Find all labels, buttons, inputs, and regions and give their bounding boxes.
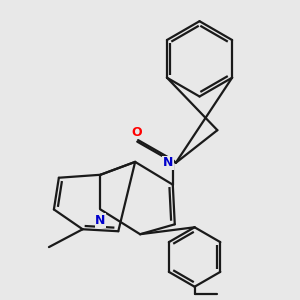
- Text: N: N: [95, 214, 106, 227]
- Text: O: O: [131, 126, 142, 139]
- Text: N: N: [162, 156, 173, 170]
